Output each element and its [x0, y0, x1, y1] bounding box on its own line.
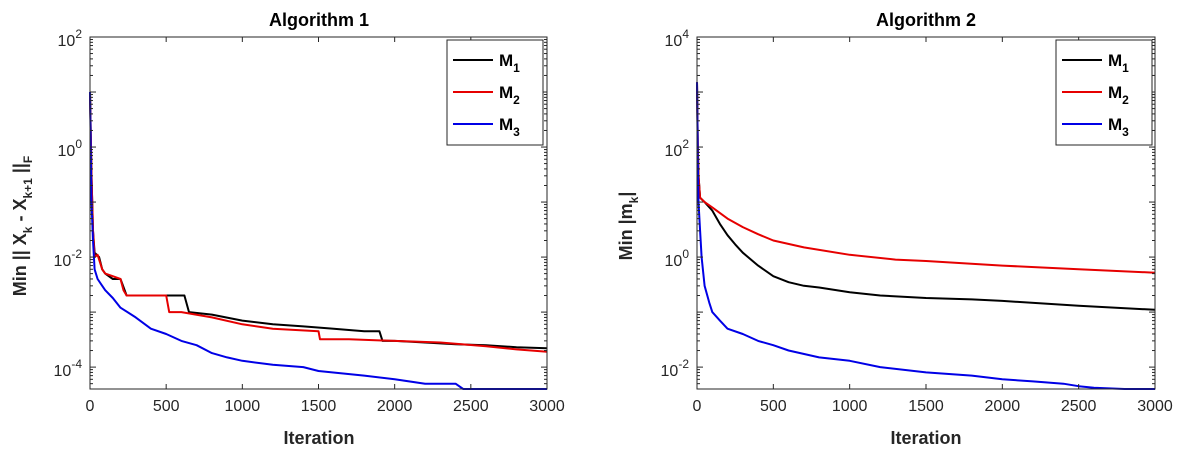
series-line-m3 [89, 91, 547, 390]
x-tick-label: 1500 [301, 398, 337, 415]
y-tick-label: 102 [58, 27, 83, 50]
x-tick-label: 0 [693, 398, 702, 415]
x-tick-label: 2500 [453, 398, 489, 415]
series-line-m3 [696, 82, 1155, 390]
y-tick-label: 100 [58, 137, 83, 160]
series-line-m2 [89, 91, 548, 353]
y-tick-label: 104 [665, 27, 690, 50]
x-tick-label: 0 [86, 398, 95, 415]
legend-label-m2: M2 [1108, 83, 1129, 107]
x-tick-label: 3000 [1137, 398, 1173, 415]
y-tick-label: 10-2 [54, 247, 83, 270]
y-tick-label: 10-2 [661, 357, 690, 380]
y-axis-label: Min || Xk - Xk+1 ||F [10, 156, 35, 297]
x-tick-label: 2500 [1061, 398, 1097, 415]
x-tick-label: 3000 [529, 398, 565, 415]
legend-label-m3: M3 [1108, 115, 1129, 139]
x-tick-label: 500 [153, 398, 180, 415]
plot-marks: 0 500 1000 1500 2000 2500 3000 10-2 100 102 104 M1 M… [661, 27, 1173, 415]
x-axis-label: Iteration [890, 428, 961, 448]
chart-algorithm-1: Algorithm 1 Iteration Min || Xk - Xk+1 |… [10, 10, 565, 448]
x-axis-label: Iteration [283, 428, 354, 448]
legend-label-m1: M1 [499, 51, 520, 75]
y-axis-label: Min |mk| [616, 192, 641, 261]
x-tick-label: 2000 [985, 398, 1021, 415]
chart-algorithm-2: Algorithm 2 Iteration Min |mk| 0 500 1000 1… [616, 10, 1173, 448]
x-tick-label: 1000 [225, 398, 261, 415]
chart-title: Algorithm 1 [269, 10, 369, 30]
legend-label-m3: M3 [499, 115, 520, 139]
series-line-m2 [696, 82, 1156, 274]
chart-title: Algorithm 2 [876, 10, 976, 30]
y-tick-label: 10-4 [54, 357, 83, 380]
x-tick-label: 500 [760, 398, 787, 415]
x-tick-label: 2000 [377, 398, 413, 415]
x-tick-label: 1000 [832, 398, 868, 415]
x-tick-label: 1500 [908, 398, 944, 415]
plot-marks: 0 500 1000 1500 2000 2500 3000 10-4 10-2 100 102 M1… [54, 27, 565, 415]
legend-label-m2: M2 [499, 83, 520, 107]
legend-label-m1: M1 [1108, 51, 1129, 75]
y-tick-label: 102 [665, 137, 690, 160]
legend-box [446, 39, 544, 146]
y-tick-label: 100 [665, 247, 690, 270]
